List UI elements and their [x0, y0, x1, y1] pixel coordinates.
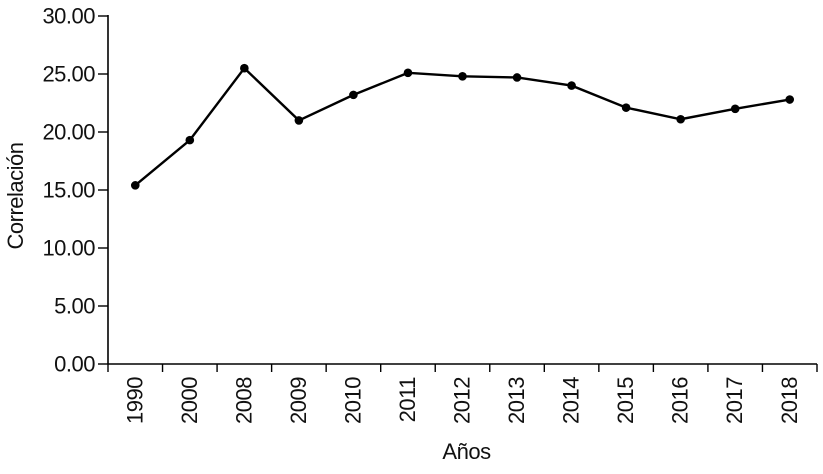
- x-axis-tick-label: 2014: [559, 377, 584, 424]
- data-point-2016: [676, 114, 685, 124]
- data-point-2013: [512, 73, 522, 82]
- data-point-2017: [730, 104, 740, 114]
- x-axis-tick-label: 2010: [340, 377, 365, 424]
- data-point-2014: [567, 81, 576, 90]
- y-axis-tick-label: 10.00: [42, 236, 95, 261]
- data-series-line: [134, 66, 790, 187]
- y-axis-tick-label: 15.00: [42, 178, 95, 203]
- x-axis-tick-label: 2015: [613, 377, 638, 424]
- x-axis-tick-label: 2016: [668, 377, 693, 424]
- data-point-2010: [349, 90, 358, 100]
- y-axis-title: Correlación: [3, 143, 28, 250]
- x-axis-title: Años: [442, 439, 491, 464]
- x-axis-tick-label: 2013: [504, 377, 529, 424]
- x-axis-tick-label: 2017: [722, 377, 747, 424]
- data-point-2018: [785, 95, 795, 104]
- data-point-2011: [403, 68, 413, 78]
- data-point-2000: [185, 135, 195, 145]
- y-axis-tick-label: 20.00: [42, 120, 95, 145]
- x-axis-tick-label: 2012: [450, 377, 475, 424]
- x-axis-tick-label: 2008: [231, 377, 256, 424]
- x-axis-tick-label: 2009: [286, 377, 311, 424]
- x-axis-tick-label: 2011: [395, 377, 420, 423]
- y-axis-tick-label: 25.00: [42, 62, 95, 87]
- data-point-2008: [240, 63, 249, 73]
- x-axis-tick-label: 2018: [777, 377, 802, 424]
- data-point-2015: [621, 103, 631, 112]
- data-point-2009: [294, 116, 304, 125]
- y-axis-tick-label: 30.00: [42, 4, 95, 29]
- data-point-1990: [130, 181, 140, 190]
- x-axis-tick-label: 2000: [177, 377, 202, 424]
- data-point-2012: [458, 72, 467, 81]
- y-axis-tick-label: 0.00: [54, 352, 95, 377]
- y-axis-tick-label: 5.00: [54, 294, 95, 319]
- x-axis-tick-label: 1990: [122, 377, 147, 424]
